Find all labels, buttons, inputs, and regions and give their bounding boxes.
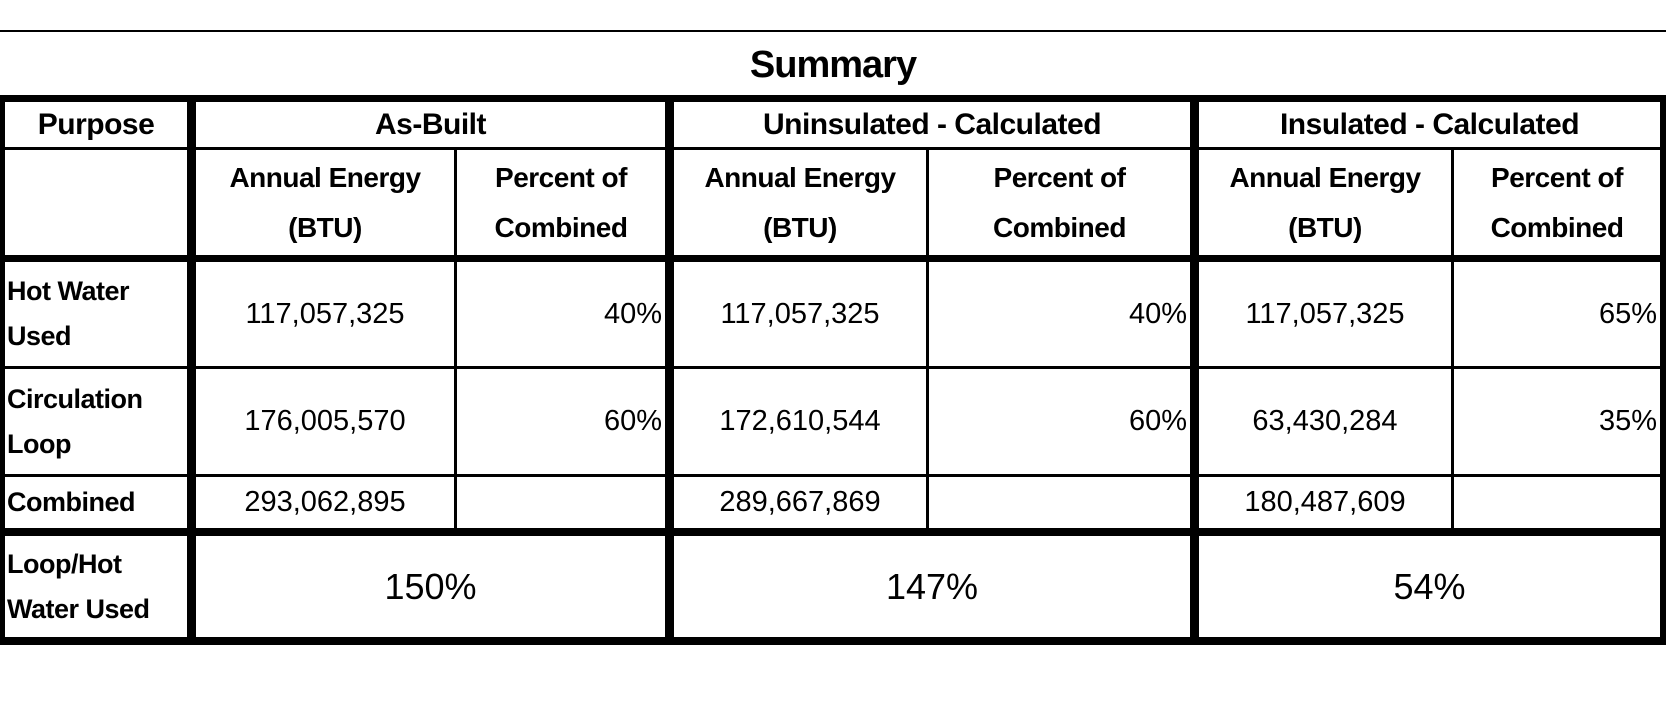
sub-header-percent-as-built: Percent of Combined: [457, 150, 674, 262]
cell-energy: 180,487,609: [1199, 477, 1454, 536]
cell-energy: 117,057,325: [674, 262, 929, 369]
sub-header-energy-line2: (BTU): [1288, 211, 1362, 243]
group-header-insulated: Insulated - Calculated: [1199, 95, 1666, 150]
sub-header-energy-line2: (BTU): [288, 211, 362, 243]
cell-ratio-as-built: 150%: [196, 536, 674, 645]
cell-percent: 60%: [457, 369, 674, 477]
column-header-purpose: Purpose: [0, 95, 196, 150]
sub-header-percent-line1: Percent of: [993, 161, 1126, 193]
group-header-as-built: As-Built: [196, 95, 674, 150]
table-row-combined: Combined 293,062,895 289,667,869 180,487…: [0, 477, 1666, 536]
cell-percent: 40%: [457, 262, 674, 369]
cell-energy: 176,005,570: [196, 369, 457, 477]
table-row-hot-water-used: Hot Water Used 117,057,325 40% 117,057,3…: [0, 262, 1666, 369]
sub-header-percent-line1: Percent of: [1491, 161, 1623, 193]
sub-header-percent-line1: Percent of: [495, 161, 627, 193]
sub-header-energy-line1: Annual Energy: [229, 161, 421, 193]
cell-ratio-insulated: 54%: [1199, 536, 1666, 645]
sub-header-purpose-empty: [0, 150, 196, 262]
cell-percent: [457, 477, 674, 536]
cell-ratio-uninsulated: 147%: [674, 536, 1199, 645]
top-rule: [0, 30, 1666, 32]
cell-energy: 289,667,869: [674, 477, 929, 536]
group-header-uninsulated: Uninsulated - Calculated: [674, 95, 1199, 150]
sub-header-percent-line2: Combined: [1490, 211, 1624, 243]
row-label: Loop/Hot Water Used: [0, 536, 196, 645]
table-row-loop-hot-water-ratio: Loop/Hot Water Used 150% 147% 54%: [0, 536, 1666, 645]
sub-header-energy-uninsulated: Annual Energy (BTU): [674, 150, 929, 262]
summary-table: Purpose As-Built Uninsulated - Calculate…: [0, 95, 1666, 645]
sub-header-energy-line2: (BTU): [763, 211, 837, 243]
cell-energy: 172,610,544: [674, 369, 929, 477]
sub-header-row: Annual Energy (BTU) Percent of Combined …: [0, 150, 1666, 262]
row-label: Circulation Loop: [0, 369, 196, 477]
sub-header-energy-line1: Annual Energy: [704, 161, 896, 193]
cell-percent: 60%: [929, 369, 1199, 477]
sub-header-percent-uninsulated: Percent of Combined: [929, 150, 1199, 262]
cell-percent: [1454, 477, 1666, 536]
row-label: Combined: [0, 477, 196, 536]
cell-energy: 63,430,284: [1199, 369, 1454, 477]
cell-energy: 117,057,325: [196, 262, 457, 369]
sub-header-percent-line2: Combined: [494, 211, 628, 243]
sub-header-energy-insulated: Annual Energy (BTU): [1199, 150, 1454, 262]
row-label: Hot Water Used: [0, 262, 196, 369]
sub-header-energy-as-built: Annual Energy (BTU): [196, 150, 457, 262]
table-row-circulation-loop: Circulation Loop 176,005,570 60% 172,610…: [0, 369, 1666, 477]
cell-percent: 65%: [1454, 262, 1666, 369]
sub-header-percent-line2: Combined: [993, 211, 1126, 243]
sub-header-energy-line1: Annual Energy: [1229, 161, 1421, 193]
cell-percent: 40%: [929, 262, 1199, 369]
group-header-row: Purpose As-Built Uninsulated - Calculate…: [0, 95, 1666, 150]
page-title: Summary: [749, 44, 917, 86]
sub-header-percent-insulated: Percent of Combined: [1454, 150, 1666, 262]
cell-energy: 293,062,895: [196, 477, 457, 536]
cell-energy: 117,057,325: [1199, 262, 1454, 369]
cell-percent: [929, 477, 1199, 536]
cell-percent: 35%: [1454, 369, 1666, 477]
